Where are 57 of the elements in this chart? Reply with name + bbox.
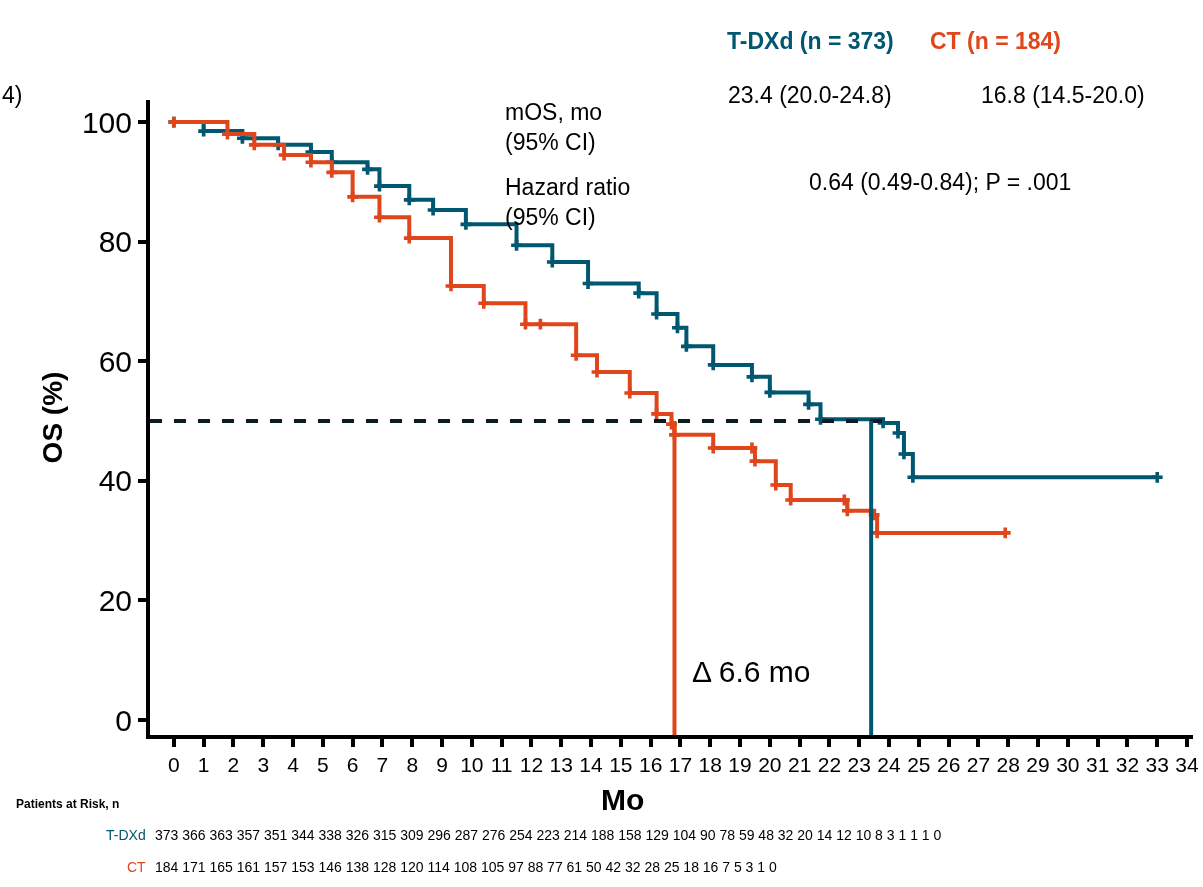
annotation: Hazard ratio (95% CI) [505,174,631,230]
y-tick-label: 80 [98,225,132,259]
text: 373 366 363 357 351 344 338 326 315 309 296 287 276 254 223 214 188 158 129 104 90 78 59 48 32 20 14 12 10 8 3 1 1 1 0 [155,827,942,843]
annotation: 23.4 (20.0-24.8) [728,82,892,108]
annotation: Δ 6.6 mo [692,655,811,688]
x-tick-label: 25 [907,753,931,777]
x-tick-label: 29 [1026,753,1050,777]
x-tick-label: 10 [460,753,484,777]
x-tick-label: 23 [847,753,871,777]
x-tick-label: 7 [376,753,389,777]
x-tick-label: 2 [227,753,240,777]
x-tick-label: 27 [966,753,991,777]
x-tick-label: 14 [579,753,604,777]
annotation: 16.8 (14.5-20.0) [981,82,1145,108]
x-tick-label: 32 [1115,753,1140,777]
x-tick-label: 31 [1085,753,1110,777]
x-tick-label: 5 [317,753,329,777]
x-axis-title: Mo [601,783,645,816]
x-tick-label: 6 [346,753,359,777]
y-tick-label: 40 [98,464,132,498]
text: T-DXd [106,827,146,843]
x-tick-label: 9 [436,753,448,777]
x-tick-label: 16 [638,753,663,777]
x-tick-label: 19 [728,753,752,777]
x-tick-label: 21 [787,753,812,777]
x-tick-label: 11 [490,753,513,777]
x-tick-label: 30 [1056,753,1080,777]
x-tick-label: 34 [1175,753,1200,777]
x-tick-label: 0 [168,753,180,777]
y-axis-title: OS (%) [37,371,69,464]
x-tick-label: 26 [936,753,961,777]
text: 184 171 165 161 157 153 146 138 128 120 114 108 105 97 88 77 61 50 42 32 28 25 18 16 7 5 3 1 0 [155,859,777,875]
x-tick-label: 13 [549,753,573,777]
text: CT (n = 184) [930,28,1062,54]
x-tick-label: 4 [287,753,300,777]
x-tick-label: 1 [197,753,210,777]
annotation: mOS, mo (95% CI) [505,99,603,155]
x-tick-label: 18 [698,753,722,777]
y-tick-label: 0 [115,703,132,737]
x-tick-label: 17 [668,753,693,777]
y-tick-label: 20 [98,583,132,617]
x-tick-label: 22 [817,753,842,777]
x-tick-label: 24 [877,753,902,777]
x-tick-label: 20 [758,753,782,777]
y-tick-label: 60 [98,344,132,378]
text: 4) [2,82,23,108]
x-tick-label: 8 [406,753,419,777]
text: CT [127,859,147,875]
x-tick-label: 15 [609,753,633,777]
y-tick-label: 100 [81,105,132,139]
x-tick-label: 33 [1145,753,1169,777]
x-tick-label: 28 [996,753,1020,777]
x-tick-label: 12 [519,753,544,777]
text: T-DXd (n = 373) [727,28,894,54]
x-tick-label: 3 [257,753,270,777]
text: Patients at Risk, n [16,797,120,811]
annotation: 0.64 (0.49-0.84); P = .001 [809,169,1072,195]
